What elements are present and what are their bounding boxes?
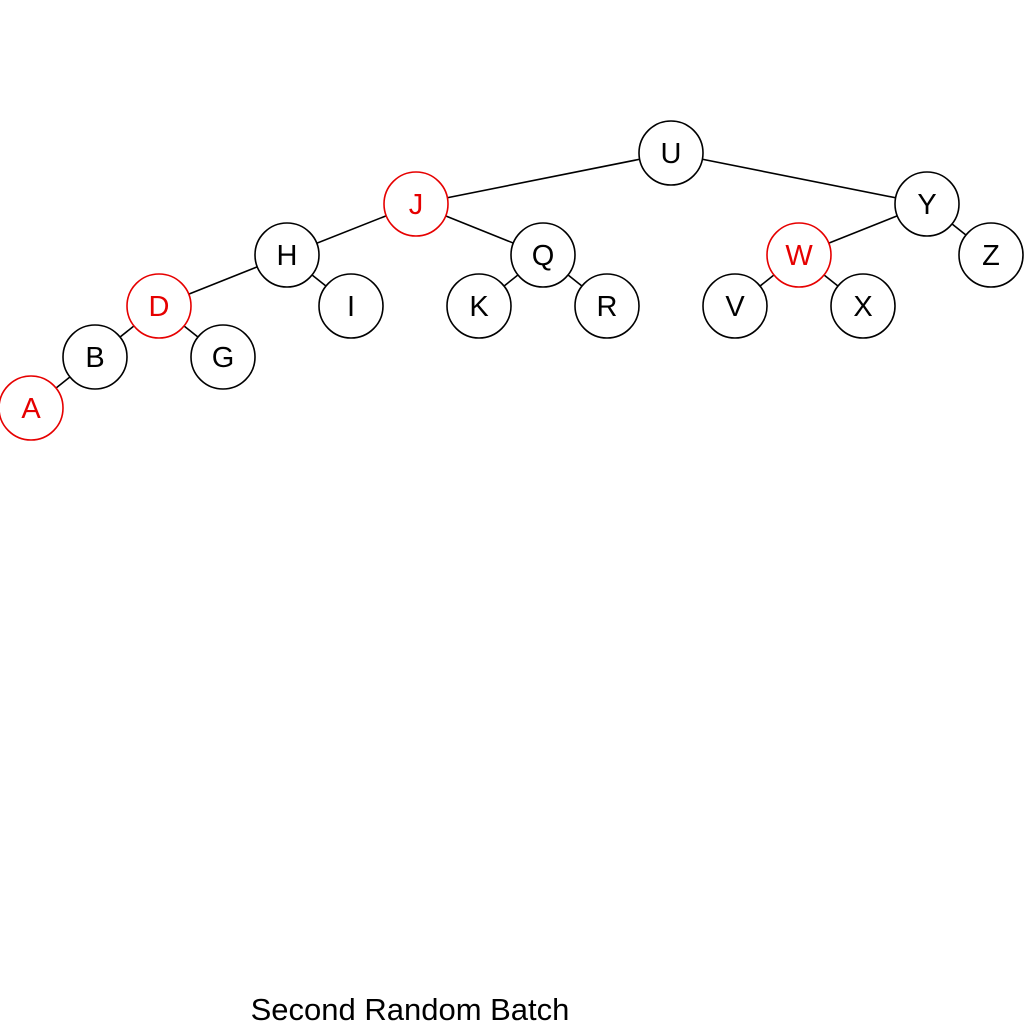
tree-node-z: Z: [958, 222, 1024, 288]
node-label: V: [725, 291, 745, 323]
node-label: Q: [532, 240, 555, 272]
node-label: G: [212, 342, 235, 374]
node-label: Y: [917, 189, 936, 221]
tree-node-i: I: [318, 273, 384, 339]
node-circle: [383, 171, 449, 237]
node-circle: [190, 324, 256, 390]
tree-node-a: A: [0, 375, 64, 441]
node-label: X: [853, 291, 872, 323]
tree-node-k: K: [446, 273, 512, 339]
tree-node-j: J: [383, 171, 449, 237]
tree-node-x: X: [830, 273, 896, 339]
tree-node-u: U: [638, 120, 704, 186]
node-circle: [830, 273, 896, 339]
node-label: U: [661, 138, 682, 170]
node-label: D: [149, 291, 170, 323]
tree-node-h: H: [254, 222, 320, 288]
node-circle: [894, 171, 960, 237]
node-circle: [702, 273, 768, 339]
edge-u-y: [670, 152, 928, 205]
node-label: K: [469, 291, 489, 323]
node-circle: [958, 222, 1024, 288]
node-circle: [318, 273, 384, 339]
node-label: I: [347, 291, 355, 323]
node-circle: [446, 273, 512, 339]
node-circle: [62, 324, 128, 390]
node-label: H: [277, 240, 298, 272]
node-label: W: [785, 240, 813, 272]
tree-node-w: W: [766, 222, 832, 288]
node-label: Z: [982, 240, 1000, 272]
node-circle: [0, 375, 64, 441]
tree-node-q: Q: [510, 222, 576, 288]
tree-node-v: V: [702, 273, 768, 339]
node-circle: [574, 273, 640, 339]
node-circle: [766, 222, 832, 288]
node-layer: U J Y H Q W Z D I K R V X B G A: [0, 120, 1024, 441]
node-circle: [638, 120, 704, 186]
node-circle: [126, 273, 192, 339]
edge-u-j: [415, 152, 672, 205]
node-label: B: [85, 342, 104, 374]
diagram-caption: Second Random Batch: [250, 992, 570, 1027]
tree-node-y: Y: [894, 171, 960, 237]
tree-node-b: B: [62, 324, 128, 390]
node-circle: [510, 222, 576, 288]
node-label: J: [409, 189, 424, 221]
tree-node-d: D: [126, 273, 192, 339]
node-label: A: [21, 393, 41, 425]
node-label: R: [597, 291, 618, 323]
tree-node-r: R: [574, 273, 640, 339]
node-circle: [254, 222, 320, 288]
tree-node-g: G: [190, 324, 256, 390]
